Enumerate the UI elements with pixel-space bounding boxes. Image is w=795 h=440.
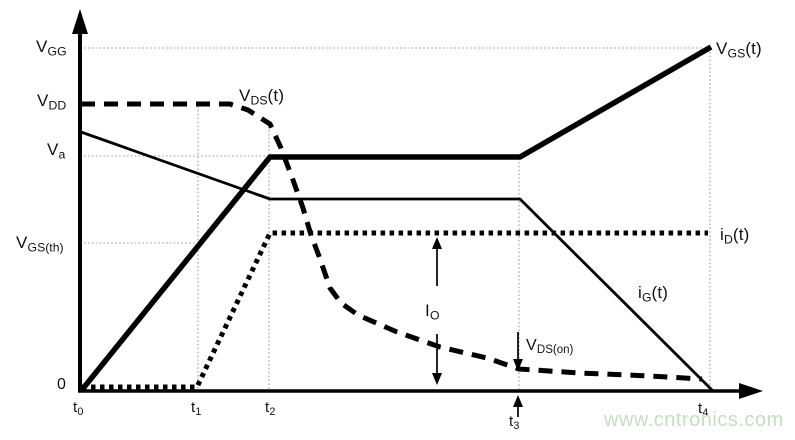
t3-marker-arrow-head [513,395,523,407]
id-curve [82,230,708,390]
io-lower-arrow-head [432,373,442,385]
io-upper-arrow-head [432,237,442,249]
x-axis-arrowhead [739,383,763,399]
vgs-curve [78,44,713,393]
y-axis-arrowhead [72,9,88,34]
ig-curve [80,130,713,391]
vds-curve [81,101,703,382]
watermark: www.cntronics.com [604,409,784,431]
vds-on-arrow-head [513,359,523,371]
